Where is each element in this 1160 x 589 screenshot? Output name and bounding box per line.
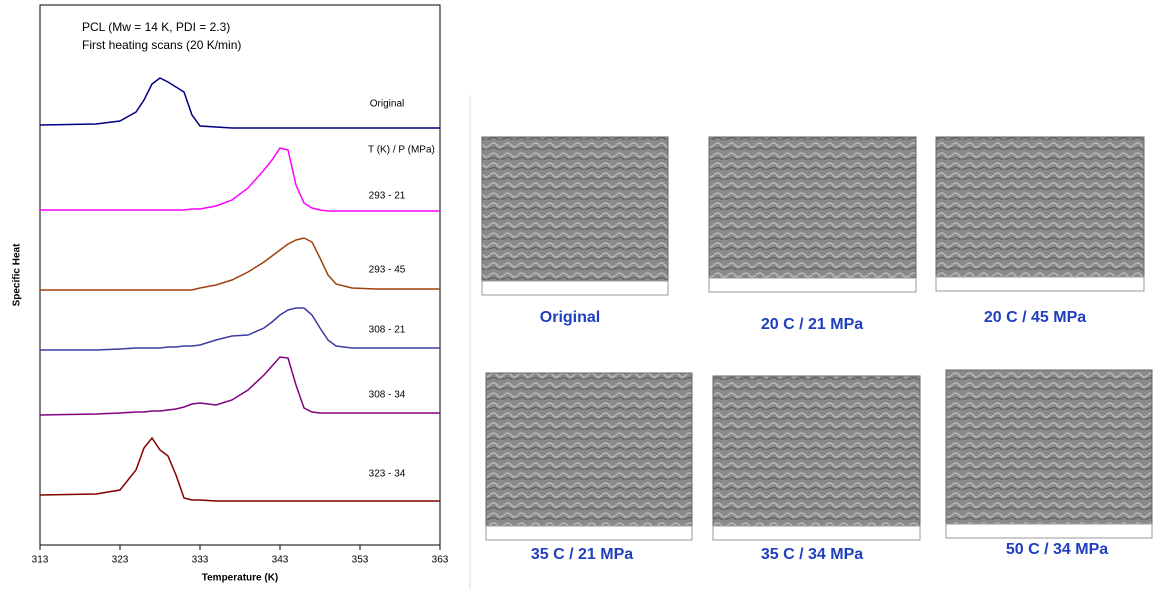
sem-info-bar (486, 526, 692, 540)
sem-caption: 35 C / 34 MPa (761, 546, 863, 563)
curve-label: 293 - 21 (369, 191, 406, 202)
sem-info-bar (482, 281, 668, 295)
y-axis-label: Specific Heat (12, 243, 23, 306)
sem-info-bar (709, 278, 916, 292)
x-tick-label: 323 (112, 555, 129, 566)
curve-label: 293 - 45 (369, 265, 406, 276)
sem-info-bar (946, 524, 1152, 538)
sem-caption: 35 C / 21 MPa (531, 546, 633, 563)
sem-image (936, 137, 1144, 291)
x-tick-label: 313 (32, 555, 49, 566)
curve-label: 308 - 34 (369, 390, 406, 401)
sem-image (486, 373, 692, 540)
x-tick-label: 363 (432, 555, 449, 566)
curve (40, 357, 440, 415)
sem-caption: 20 C / 21 MPa (761, 316, 863, 333)
page: PCL (Mw = 14 K, PDI = 2.3) First heating… (0, 0, 1160, 589)
sem-caption: Original (540, 309, 600, 326)
sem-caption: 50 C / 34 MPa (1006, 541, 1108, 558)
sem-image (709, 137, 916, 292)
x-tick-label: 353 (352, 555, 369, 566)
x-tick-label: 343 (272, 555, 289, 566)
annotation: PCL (Mw = 14 K, PDI = 2.3) (82, 20, 230, 34)
curve-label: 323 - 34 (369, 469, 406, 480)
annotation: T (K) / P (MPa) (368, 145, 435, 156)
x-axis-label: Temperature (K) (202, 573, 279, 584)
sem-image (482, 137, 668, 295)
sem-info-bar (936, 277, 1144, 291)
figure: PCL (Mw = 14 K, PDI = 2.3) First heating… (0, 0, 1160, 589)
x-tick-label: 333 (192, 555, 209, 566)
annotation: First heating scans (20 K/min) (82, 38, 241, 52)
sem-image (713, 376, 920, 540)
sem-info-bar (713, 526, 920, 540)
sem-image (946, 370, 1152, 538)
curve-label: 308 - 21 (369, 325, 406, 336)
sem-caption: 20 C / 45 MPa (984, 309, 1086, 326)
curve-label: Original (370, 99, 404, 110)
